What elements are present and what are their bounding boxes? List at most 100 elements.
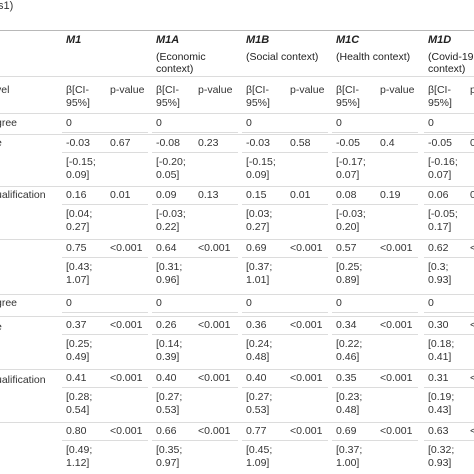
row-label: vel (0, 84, 10, 96)
p-value: <0.001 (290, 319, 323, 331)
cell-rule (242, 440, 328, 441)
estimate-value: 0.06 (428, 189, 449, 201)
row-label: e (0, 137, 2, 150)
p-value: <0.001 (198, 425, 231, 437)
estimate-value: 0.09 (156, 189, 177, 201)
ci-value: [-0.03; 0.20] (336, 208, 366, 233)
row-rule (0, 294, 474, 295)
stat-header-pvalue: p-value (380, 84, 415, 96)
p-value: <0.001 (380, 319, 413, 331)
row-rule (0, 134, 474, 135)
estimate-value: 0.34 (336, 319, 357, 331)
estimate-value: 0.31 (428, 372, 449, 384)
p-value: 0.01 (110, 189, 131, 201)
stat-header-beta: β[CI-95%] (156, 84, 180, 109)
cell-rule (242, 312, 328, 313)
cell-rule (152, 312, 238, 313)
estimate-value: 0.62 (428, 242, 449, 254)
estimate-value: 0.37 (66, 319, 87, 331)
row-label: gree (0, 297, 18, 309)
cell-rule (424, 132, 474, 133)
cell-rule (62, 334, 148, 335)
estimate-value: 0 (428, 117, 434, 129)
p-value: < (470, 425, 474, 437)
row-rule (0, 113, 474, 114)
estimate-value: 0 (66, 297, 72, 309)
estimate-value: 0 (246, 297, 252, 309)
p-value: <0.001 (198, 319, 231, 331)
estimate-value: 0.75 (66, 242, 87, 254)
header-top-rule (0, 30, 474, 31)
ci-value: [-0.05; 0.17] (428, 208, 458, 233)
p-value: <0.001 (380, 372, 413, 384)
ci-value: [0.37; 1.00] (336, 444, 363, 469)
ci-value: [0.35; 0.97] (156, 444, 183, 469)
estimate-value: 0.15 (246, 189, 267, 201)
p-value: <0.001 (290, 425, 323, 437)
estimate-value: -0.05 (428, 137, 452, 149)
cell-rule (62, 257, 148, 258)
stat-header-beta: β[CI-95%] (66, 84, 90, 109)
p-value: 0.23 (198, 137, 219, 149)
estimate-value: 0.69 (246, 242, 267, 254)
estimate-value: 0 (428, 297, 434, 309)
cell-rule (242, 204, 328, 205)
cell-rule (152, 387, 238, 388)
cell-rule (62, 312, 148, 313)
row-rule (0, 186, 474, 187)
p-value: <0.001 (290, 242, 323, 254)
cell-rule (62, 152, 148, 153)
estimate-value: 0 (246, 117, 252, 129)
p-value: <0.001 (380, 242, 413, 254)
estimate-value: 0.80 (66, 425, 87, 437)
estimate-value: 0 (336, 297, 342, 309)
ci-value: [0.3; 0.93] (428, 261, 452, 286)
ci-value: [0.25; 0.49] (66, 338, 93, 363)
estimate-value: 0 (156, 117, 162, 129)
ci-value: [-0.03; 0.22] (156, 208, 186, 233)
ci-value: [-0.15; 0.09] (66, 156, 96, 181)
stat-header-pvalue: p-value (290, 84, 325, 96)
cell-rule (152, 440, 238, 441)
cell-rule (152, 204, 238, 205)
ci-value: [-0.20; 0.05] (156, 156, 186, 181)
estimate-value: 0.08 (336, 189, 357, 201)
cell-rule (62, 132, 148, 133)
row-rule (0, 369, 474, 370)
ci-value: [0.03; 0.27] (246, 208, 273, 233)
model-context-m1a: (Economic context) (156, 51, 206, 75)
ci-value: [0.27; 0.53] (156, 391, 183, 416)
p-value: <0.001 (110, 425, 143, 437)
row-label: gree (0, 117, 18, 129)
stat-header-pvalue: p-value (470, 84, 474, 96)
cell-rule (332, 132, 418, 133)
cell-rule (332, 334, 418, 335)
p-value: 0.01 (290, 189, 311, 201)
ci-value: [0.14; 0.39] (156, 338, 183, 363)
p-value: < (470, 319, 474, 331)
ci-value: [0.43; 1.07] (66, 261, 93, 286)
estimate-value: 0.66 (156, 425, 177, 437)
p-value: < (470, 372, 474, 384)
stat-header-pvalue: p-value (110, 84, 145, 96)
estimate-value: 0.40 (156, 372, 177, 384)
p-value: <0.001 (110, 372, 143, 384)
estimate-value: 0.40 (246, 372, 267, 384)
cell-rule (152, 334, 238, 335)
estimate-value: -0.05 (336, 137, 360, 149)
row-rule (0, 422, 474, 423)
estimate-value: 0.69 (336, 425, 357, 437)
p-value: 0 (470, 189, 474, 201)
p-value: 0.58 (290, 137, 311, 149)
cell-rule (424, 312, 474, 313)
ci-value: [0.31; 0.96] (156, 261, 183, 286)
ci-value: [0.23; 0.48] (336, 391, 363, 416)
model-header-m1c: M1C (336, 34, 360, 46)
ci-value: [0.28; 0.54] (66, 391, 93, 416)
p-value: 0.13 (198, 189, 219, 201)
estimate-value: 0 (66, 117, 72, 129)
cell-rule (242, 387, 328, 388)
ci-value: [0.49; 1.12] (66, 444, 93, 469)
cell-rule (152, 257, 238, 258)
p-value: 0.67 (110, 137, 131, 149)
